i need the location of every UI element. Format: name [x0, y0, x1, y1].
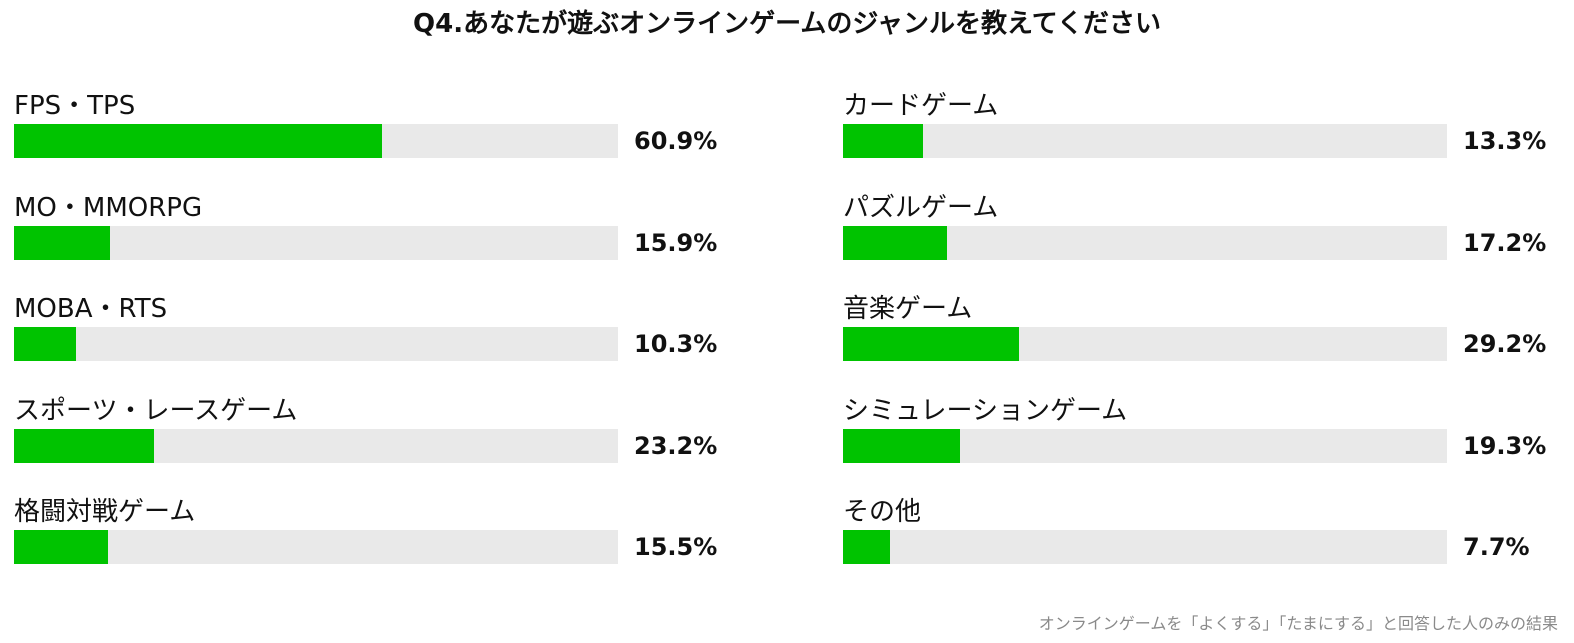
- chart-title: Q4.あなたが遊ぶオンラインゲームのジャンルを教えてください: [413, 9, 1161, 39]
- data-label: 15.5%: [634, 533, 718, 561]
- bar: [843, 327, 1020, 361]
- data-label: 60.9%: [634, 127, 718, 155]
- bar-row: パズルゲーム 17.2%: [843, 190, 1574, 292]
- footnote: オンラインゲームを「よくする」「たまにする」と回答した人のみの結果: [1038, 614, 1558, 633]
- data-label: 15.9%: [634, 228, 718, 257]
- bar: [843, 225, 947, 260]
- bar-track: [843, 124, 1447, 158]
- category-label: MOBA・RTS: [14, 294, 168, 324]
- bar-row: カードゲーム 13.3%: [843, 88, 1574, 190]
- bar-track: [843, 327, 1447, 361]
- bar-row: 音楽ゲーム 29.2%: [843, 291, 1574, 393]
- data-label: 23.2%: [634, 431, 718, 460]
- bar: [14, 327, 77, 361]
- bar-row: 格闘対戦ゲーム 15.5%: [14, 494, 754, 596]
- bar-track: [14, 530, 618, 564]
- bar-row: MO・MMORPG 15.9%: [14, 190, 754, 292]
- bar-track: [843, 225, 1447, 260]
- data-label: 13.3%: [1463, 127, 1547, 155]
- bar-track: [843, 530, 1447, 564]
- bar: [843, 530, 890, 564]
- category-label: カードゲーム: [843, 91, 999, 121]
- data-label: 10.3%: [634, 330, 718, 358]
- bar: [14, 530, 108, 564]
- bar-track: [14, 428, 618, 463]
- bar-track: [843, 428, 1447, 463]
- bar-row: シミュレーションゲーム 19.3%: [843, 393, 1574, 495]
- bar: [14, 225, 111, 260]
- bar-track: [14, 124, 618, 158]
- category-label: FPS・TPS: [14, 91, 136, 121]
- bar-track: [14, 225, 618, 260]
- category-label: MO・MMORPG: [14, 192, 203, 223]
- bar-track: [14, 327, 618, 361]
- chart-column-right: カードゲーム 13.3% パズルゲーム 17.2% 音楽ゲーム 29.2% シミュレーション…: [843, 88, 1574, 596]
- bar-row: MOBA・RTS 10.3%: [14, 291, 754, 393]
- bar: [843, 124, 924, 158]
- data-label: 17.2%: [1463, 228, 1547, 257]
- category-label: パズルゲーム: [843, 192, 999, 223]
- category-label: シミュレーションゲーム: [843, 395, 1128, 426]
- bar: [14, 124, 382, 158]
- bar-row: スポーツ・レースゲーム 23.2%: [14, 393, 754, 495]
- category-label: その他: [843, 497, 922, 527]
- chart-column-left: FPS・TPS 60.9% MO・MMORPG 15.9% MOBA・RTS 10.3% ス…: [14, 88, 754, 596]
- bar: [14, 428, 155, 463]
- bar-row: FPS・TPS 60.9%: [14, 88, 754, 190]
- category-label: 格闘対戦ゲーム: [14, 497, 196, 527]
- data-label: 19.3%: [1463, 431, 1547, 460]
- data-label: 29.2%: [1463, 330, 1547, 358]
- data-label: 7.7%: [1463, 533, 1530, 561]
- category-label: 音楽ゲーム: [843, 294, 973, 324]
- category-label: スポーツ・レースゲーム: [14, 395, 298, 426]
- bar-row: その他 7.7%: [843, 494, 1574, 596]
- bar: [843, 428, 960, 463]
